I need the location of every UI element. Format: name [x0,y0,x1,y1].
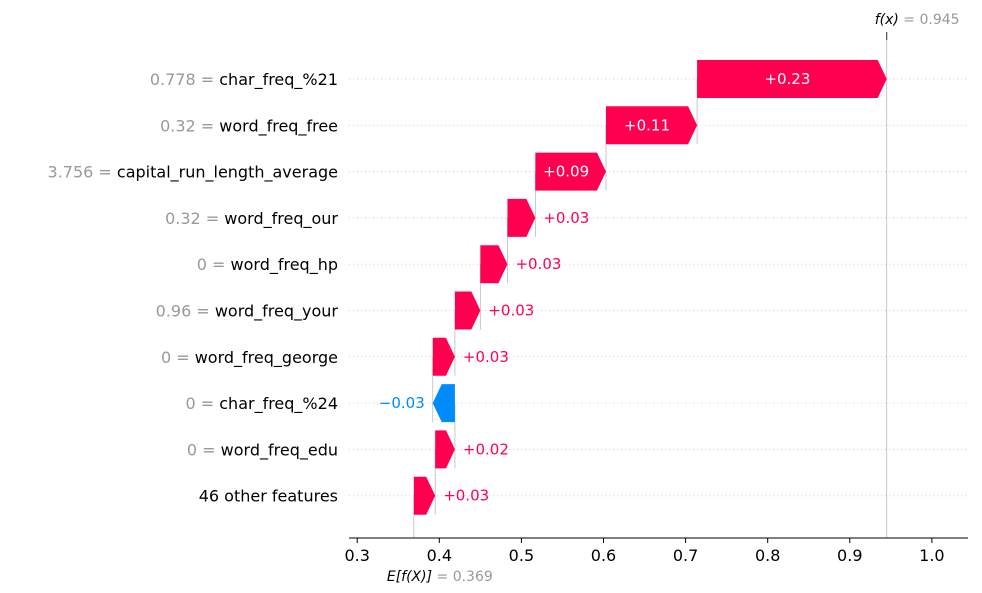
equals-sign: = [201,209,225,228]
feature-label: 3.756 = capital_run_length_average [48,163,338,183]
contribution-label: +0.11 [624,116,670,134]
contribution-label: +0.03 [515,255,561,273]
feature-value: 3.756 [48,163,94,182]
feature-value: 0 [185,394,195,413]
feature-label: 0 = word_freq_hp [197,255,338,275]
equals-sign: = [93,163,117,182]
feature-value: 0.778 [150,70,196,89]
equals-sign: = [196,394,220,413]
x-tick-label: 0.8 [755,546,780,565]
output-prefix: f(x) [875,12,899,28]
x-tick-label: 0.4 [427,546,452,565]
contribution-label: +0.03 [488,302,534,320]
feature-label: 0.32 = word_freq_free [160,116,338,136]
feature-label: 0.32 = word_freq_our [165,209,338,229]
equals-sign: = [171,348,195,367]
x-tick-label: 0.3 [344,546,369,565]
bar-char_freq_%24 [432,384,455,423]
equals-sign: = [196,70,220,89]
feature-name: word_freq_edu [221,440,338,460]
bar-word_freq_edu [435,430,455,469]
feature-value: 0 [161,348,171,367]
equals-sign: = [207,255,231,274]
feature-labels: 0.778 = char_freq_%21 0.32 = word_freq_fr… [48,70,339,506]
output-label: f(x) = 0.945 [875,12,960,28]
feature-value: 0 [197,255,207,274]
feature-name: capital_run_length_average [117,163,338,183]
feature-name: word_freq_free [219,116,338,136]
feature-label: 0 = char_freq_%24 [185,394,338,414]
contribution-label: −0.03 [379,394,425,412]
output-value: 0.945 [920,12,960,28]
feature-value: 0.32 [160,116,196,135]
base-label: E[f(X)] = 0.369 [387,569,493,585]
feature-label: 0.778 = char_freq_%21 [150,70,338,90]
contribution-label: +0.03 [443,487,489,505]
contribution-label: +0.09 [543,163,589,181]
base-prefix: E[f(X)] [387,569,432,585]
feature-name: char_freq_%21 [219,70,338,90]
bar-word_freq_hp [480,245,508,284]
feature-value: 0.32 [165,209,201,228]
feature-name: word_freq_our [224,209,338,229]
equals-sign: = [432,569,453,585]
x-tick-label: 0.9 [837,546,862,565]
bar-word_freq_your [454,291,481,330]
equals-sign: = [196,116,220,135]
feature-value: 0.96 [156,302,192,321]
bar-word_freq_our [507,198,536,237]
equals-sign: = [191,302,215,321]
contribution-label: +0.03 [543,209,589,227]
x-axis: 0.3 0.4 0.5 0.6 0.7 0.8 0.9 1.0 [344,537,968,565]
feature-name: word_freq_hp [231,255,338,275]
x-tick-label: 0.6 [591,546,616,565]
bar-word_freq_george [432,337,455,376]
bar-char_freq_%21 [697,60,887,98]
output-value-label: f(x) = 0.945 [875,12,960,28]
feature-label: 0 = word_freq_edu [187,440,338,460]
x-tick-label: 1.0 [919,546,944,565]
base-value: 0.369 [453,569,493,585]
feature-name: 46 other features [199,487,338,506]
equals-sign: = [899,12,920,28]
contribution-bars: +0.23 +0.11 +0.09 +0.03 +0.03 +0.03 +0.03 −0.03… [379,60,887,515]
contribution-label: +0.02 [463,440,509,458]
base-value-label: E[f(X)] = 0.369 [387,569,493,585]
contribution-label: +0.03 [463,348,509,366]
feature-label: 0.96 = word_freq_your [156,302,339,322]
contribution-label: +0.23 [764,70,810,88]
bar-46 other features [413,476,436,515]
bar-word_freq_free [605,106,698,145]
feature-name: word_freq_your [215,302,339,322]
x-tick-label: 0.7 [673,546,698,565]
feature-label: 0 = word_freq_george [161,348,338,368]
feature-label: 46 other features [199,487,338,506]
feature-name: char_freq_%24 [219,394,338,414]
feature-value: 0 [187,440,197,459]
equals-sign: = [197,440,221,459]
feature-name: word_freq_george [195,348,338,368]
bar-capital_run_length_average [535,152,606,191]
x-tick-label: 0.5 [509,546,534,565]
